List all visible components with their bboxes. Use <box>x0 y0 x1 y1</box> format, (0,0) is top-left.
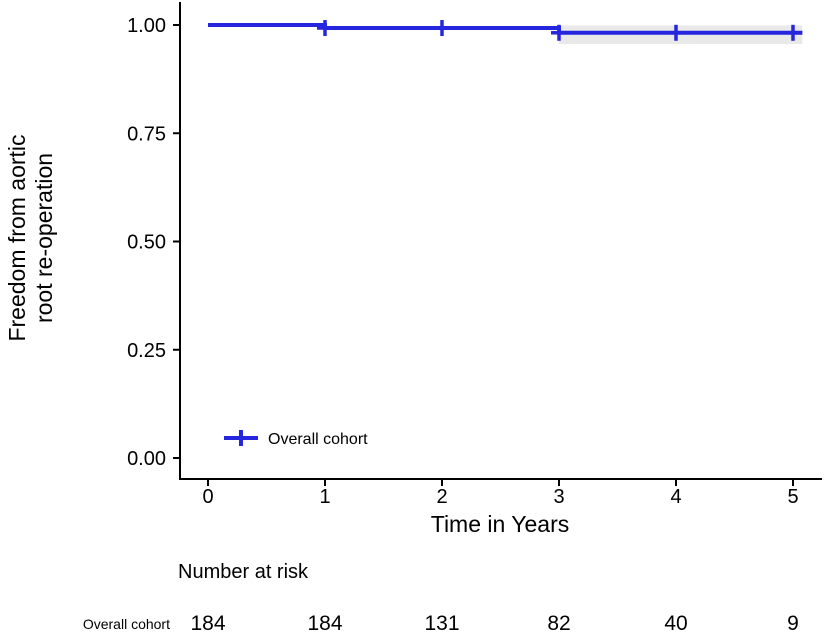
x-axis-title: Time in Years <box>431 511 570 537</box>
risk-table-title: Number at risk <box>178 561 309 583</box>
y-tick-label: 0.25 <box>127 340 166 362</box>
x-tick-label: 4 <box>670 486 681 508</box>
y-tick-label: 0.50 <box>127 232 166 254</box>
legend-label: Overall cohort <box>268 431 368 448</box>
x-tick-label: 3 <box>553 486 564 508</box>
y-axis-title-line1: Freedom from aortic <box>4 134 30 341</box>
x-tick-label: 2 <box>436 486 447 508</box>
y-axis-ticks: 0.00 0.25 0.50 0.75 1.00 <box>127 15 180 470</box>
x-tick-label: 1 <box>319 486 330 508</box>
risk-value: 184 <box>307 612 342 635</box>
risk-value: 184 <box>190 612 225 635</box>
axes <box>179 2 822 480</box>
risk-table: Number at risk Overall cohort 184 184 131 8… <box>83 561 799 635</box>
x-axis-ticks: 0 1 2 3 4 5 <box>202 479 799 508</box>
risk-value: 131 <box>424 612 459 635</box>
y-tick-label: 0.00 <box>127 448 166 470</box>
risk-value: 40 <box>664 612 687 635</box>
risk-value: 9 <box>787 612 799 635</box>
x-tick-label: 5 <box>787 486 798 508</box>
y-tick-label: 1.00 <box>127 15 166 37</box>
risk-row-label: Overall cohort <box>83 616 170 632</box>
censor-marks <box>317 20 801 41</box>
risk-value: 82 <box>547 612 570 635</box>
y-axis-title-line2: root re-operation <box>31 153 57 323</box>
y-tick-label: 0.75 <box>127 123 166 145</box>
x-tick-label: 0 <box>202 486 213 508</box>
legend: Overall cohort <box>224 430 368 448</box>
risk-values: 184 184 131 82 40 9 <box>190 612 798 635</box>
